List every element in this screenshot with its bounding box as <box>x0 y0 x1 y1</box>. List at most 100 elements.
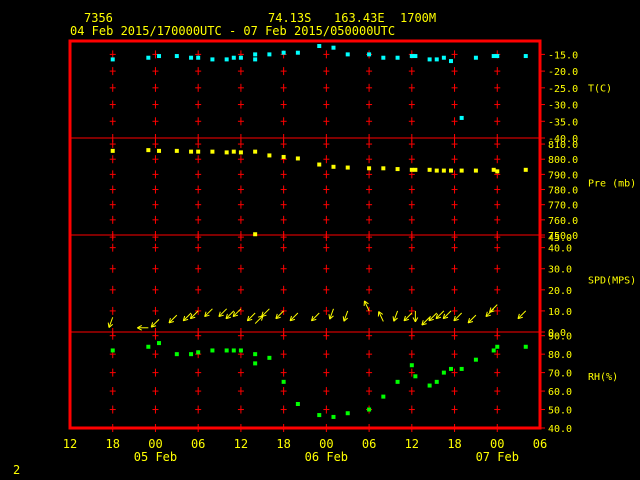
wind-arrow-head <box>289 315 292 321</box>
wind-arrow <box>393 310 399 322</box>
data-point <box>317 44 322 49</box>
wind-arrow-head <box>467 321 474 324</box>
data-point <box>295 402 300 406</box>
wind-arrow-head <box>421 320 424 326</box>
y-tick-label: -25.0 <box>548 84 578 95</box>
data-point <box>238 348 243 353</box>
data-point <box>395 55 400 60</box>
data-point <box>295 50 300 55</box>
y-tick-label: -35.0 <box>548 117 578 128</box>
x-tick-label: 18 <box>447 437 461 451</box>
data-point <box>253 52 258 57</box>
x-tick-label: 12 <box>405 437 419 451</box>
data-point <box>331 45 336 50</box>
panel-label: T(C) <box>588 83 612 94</box>
y-tick-label: 20.0 <box>548 286 572 297</box>
data-point <box>491 54 496 59</box>
data-point <box>146 148 151 153</box>
data-point <box>281 154 286 159</box>
wind-arrow-head <box>225 313 228 319</box>
data-point <box>231 55 236 60</box>
data-point <box>409 363 414 368</box>
wind-arrow-head <box>275 316 281 320</box>
data-point <box>409 167 414 172</box>
wind-arrow-head <box>414 317 419 323</box>
wind-arrow-head <box>218 311 221 317</box>
y-tick-label: 30.0 <box>548 265 572 276</box>
data-point <box>523 167 528 172</box>
data-point <box>459 168 464 173</box>
data-point <box>253 57 258 62</box>
wind-arrow <box>442 310 452 320</box>
wind-arrow-head <box>442 313 446 319</box>
data-point <box>174 54 179 59</box>
data-point <box>495 344 500 349</box>
wind-arrow <box>467 314 477 324</box>
wind-arrow-head <box>393 317 398 322</box>
y-tick-label: 90.0 <box>548 332 572 343</box>
data-point <box>174 352 179 357</box>
panel-label: RH(%) <box>588 372 618 383</box>
wind-arrow-head <box>247 318 253 322</box>
data-point <box>448 366 453 371</box>
data-point <box>238 150 243 155</box>
x-tick-label: 12 <box>63 437 77 451</box>
x-tick-label: 06 <box>191 437 205 451</box>
data-point <box>413 374 418 379</box>
wind-arrow-head <box>412 317 416 323</box>
x-tick-label: 00 <box>319 437 333 451</box>
data-point <box>317 162 322 167</box>
data-point <box>210 348 215 353</box>
data-point <box>196 149 201 154</box>
data-point <box>267 52 272 57</box>
data-point <box>381 55 386 60</box>
data-point <box>146 344 151 349</box>
wind-arrow-head <box>489 307 492 313</box>
station-longitude: 163.43E <box>334 11 385 25</box>
y-tick-label: 40.0 <box>548 424 572 435</box>
x-tick-label: 18 <box>106 437 120 451</box>
data-point <box>473 168 478 173</box>
y-tick-label: 750.0 <box>548 231 578 242</box>
wind-arrow-head <box>392 316 395 322</box>
y-tick-label: 10.0 <box>548 307 572 318</box>
page-number: 2 <box>13 463 21 477</box>
wind-arrow-head <box>421 323 427 326</box>
wind-arrow <box>453 312 463 322</box>
data-point <box>231 149 236 154</box>
data-point <box>231 348 236 353</box>
x-tick-label: 00 <box>490 437 504 451</box>
y-tick-label: 50.0 <box>548 406 572 417</box>
wind-arrow <box>108 317 114 328</box>
wind-arrow <box>311 312 320 322</box>
y-tick-label: 0.0 <box>548 328 566 339</box>
data-point <box>367 407 372 412</box>
data-point <box>495 169 500 174</box>
data-point <box>224 348 229 353</box>
data-point <box>267 153 272 158</box>
wind-arrow-head <box>246 315 250 321</box>
wind-arrow <box>329 308 334 320</box>
wind-arrow-head <box>489 310 495 313</box>
data-point <box>110 148 115 153</box>
wind-arrow-head <box>343 317 349 322</box>
wind-arrow-head <box>329 315 334 320</box>
data-point <box>110 57 115 62</box>
data-point <box>345 52 350 57</box>
wind-arrow-head <box>137 327 142 331</box>
data-point <box>317 413 322 418</box>
data-point <box>459 366 464 371</box>
wind-arrow <box>204 308 213 317</box>
x-tick-label: 00 <box>148 437 162 451</box>
wind-arrow-head <box>108 323 114 328</box>
wind-arrow-head <box>225 316 231 320</box>
wind-arrow-head <box>289 318 296 322</box>
data-point <box>491 167 496 172</box>
date-label: 07 Feb <box>476 450 519 464</box>
wind-arrow <box>247 312 256 322</box>
data-point <box>253 232 258 237</box>
data-point <box>434 57 439 62</box>
wind-arrow <box>168 314 178 324</box>
y-tick-label: 790.0 <box>548 170 578 181</box>
wind-arrow <box>150 318 160 328</box>
